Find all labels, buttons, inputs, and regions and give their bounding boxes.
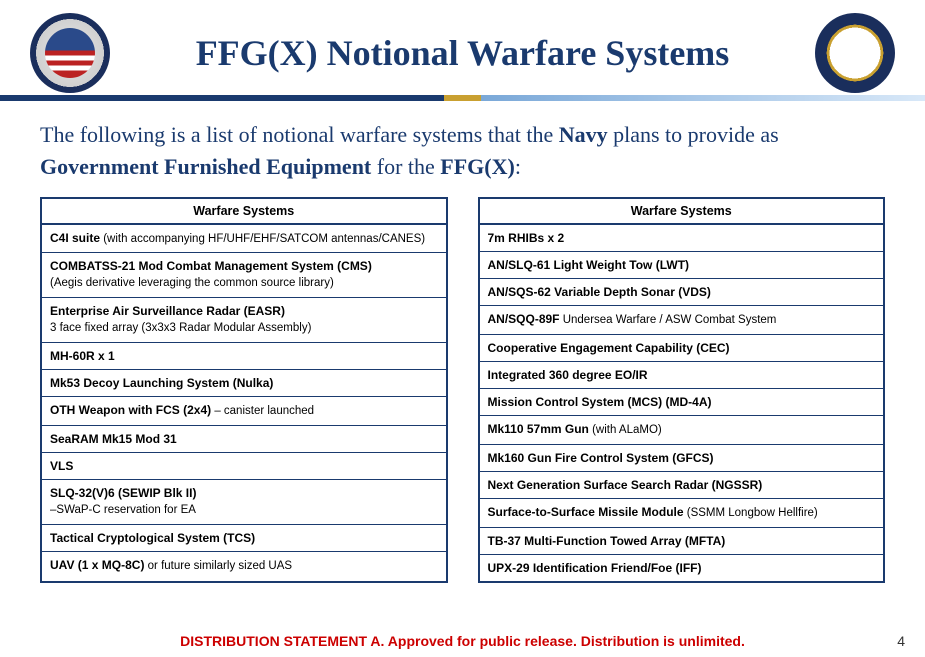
distribution-statement: DISTRIBUTION STATEMENT A. Approved for p… bbox=[0, 633, 925, 649]
intro-prefix: The following is a list of notional warf… bbox=[40, 122, 559, 147]
left-table: Warfare Systems C4I suite (with accompan… bbox=[40, 197, 448, 583]
header-divider bbox=[0, 95, 925, 101]
left-table-body: C4I suite (with accompanying HF/UHF/EHF/… bbox=[42, 225, 446, 580]
table-row: Surface-to-Surface Missile Module (SSMM … bbox=[480, 498, 884, 527]
table-row: AN/SLQ-61 Light Weight Tow (LWT) bbox=[480, 251, 884, 278]
table-row: Integrated 360 degree EO/IR bbox=[480, 361, 884, 388]
table-row: SLQ-32(V)6 (SEWIP Blk II)–SWaP-C reserva… bbox=[42, 479, 446, 524]
table-row: COMBATSS-21 Mod Combat Management System… bbox=[42, 252, 446, 297]
intro-suffix: : bbox=[515, 154, 521, 179]
table-row: Mk53 Decoy Launching System (Nulka) bbox=[42, 369, 446, 396]
table-row: AN/SQQ-89F Undersea Warfare / ASW Combat… bbox=[480, 305, 884, 334]
table-row: C4I suite (with accompanying HF/UHF/EHF/… bbox=[42, 225, 446, 253]
slide-title: FFG(X) Notional Warfare Systems bbox=[110, 32, 815, 74]
table-row: 7m RHIBs x 2 bbox=[480, 225, 884, 251]
pms-515-seal bbox=[815, 13, 895, 93]
table-row: OTH Weapon with FCS (2x4) – canister lau… bbox=[42, 396, 446, 425]
right-table: Warfare Systems 7m RHIBs x 2AN/SLQ-61 Li… bbox=[478, 197, 886, 583]
table-row: Cooperative Engagement Capability (CEC) bbox=[480, 334, 884, 361]
table-row: Next Generation Surface Search Radar (NG… bbox=[480, 471, 884, 498]
intro-mid2: for the bbox=[371, 154, 440, 179]
table-row: TB-37 Multi-Function Towed Array (MFTA) bbox=[480, 527, 884, 554]
table-row: SeaRAM Mk15 Mod 31 bbox=[42, 425, 446, 452]
table-row: Mk110 57mm Gun (with ALaMO) bbox=[480, 415, 884, 444]
intro-ffgx: FFG(X) bbox=[440, 154, 515, 179]
table-row: Enterprise Air Surveillance Radar (EASR)… bbox=[42, 297, 446, 342]
table-row: MH-60R x 1 bbox=[42, 342, 446, 369]
right-table-header: Warfare Systems bbox=[480, 199, 884, 225]
table-row: Mission Control System (MCS) (MD-4A) bbox=[480, 388, 884, 415]
tables-container: Warfare Systems C4I suite (with accompan… bbox=[0, 197, 925, 583]
intro-navy: Navy bbox=[559, 122, 608, 147]
table-row: VLS bbox=[42, 452, 446, 479]
table-row: AN/SQS-62 Variable Depth Sonar (VDS) bbox=[480, 278, 884, 305]
peo-lcs-seal bbox=[30, 13, 110, 93]
left-table-header: Warfare Systems bbox=[42, 199, 446, 225]
intro-mid: plans to provide as bbox=[608, 122, 779, 147]
intro-gfe: Government Furnished Equipment bbox=[40, 154, 371, 179]
table-row: Tactical Cryptological System (TCS) bbox=[42, 524, 446, 551]
intro-text: The following is a list of notional warf… bbox=[0, 119, 925, 183]
slide-header: FFG(X) Notional Warfare Systems bbox=[0, 0, 925, 95]
page-number: 4 bbox=[897, 633, 905, 649]
table-row: UPX-29 Identification Friend/Foe (IFF) bbox=[480, 554, 884, 581]
right-table-body: 7m RHIBs x 2AN/SLQ-61 Light Weight Tow (… bbox=[480, 225, 884, 581]
table-row: Mk160 Gun Fire Control System (GFCS) bbox=[480, 444, 884, 471]
table-row: UAV (1 x MQ-8C) or future similarly size… bbox=[42, 551, 446, 580]
